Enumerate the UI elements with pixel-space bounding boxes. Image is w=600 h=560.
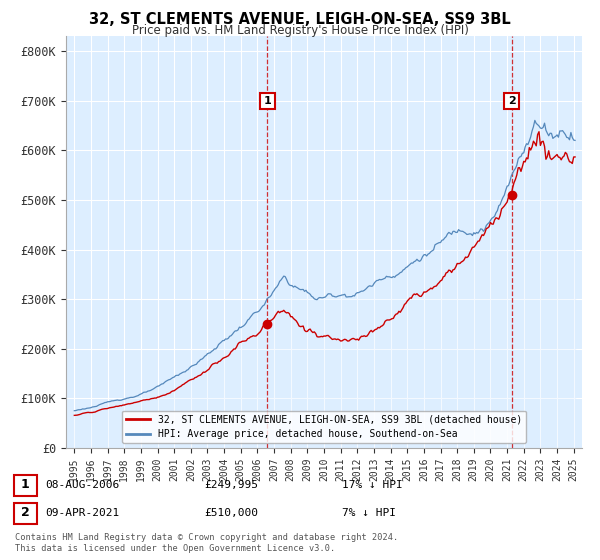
Text: 2: 2 [508,96,515,106]
Text: 1: 1 [21,478,29,492]
Text: 17% ↓ HPI: 17% ↓ HPI [342,480,403,490]
Text: 08-AUG-2006: 08-AUG-2006 [45,480,119,490]
Text: 09-APR-2021: 09-APR-2021 [45,508,119,518]
Text: 32, ST CLEMENTS AVENUE, LEIGH-ON-SEA, SS9 3BL: 32, ST CLEMENTS AVENUE, LEIGH-ON-SEA, SS… [89,12,511,27]
Legend: 32, ST CLEMENTS AVENUE, LEIGH-ON-SEA, SS9 3BL (detached house), HPI: Average pri: 32, ST CLEMENTS AVENUE, LEIGH-ON-SEA, SS… [122,410,526,443]
Text: £249,995: £249,995 [204,480,258,490]
Text: Contains HM Land Registry data © Crown copyright and database right 2024.
This d: Contains HM Land Registry data © Crown c… [15,534,398,553]
Text: Price paid vs. HM Land Registry's House Price Index (HPI): Price paid vs. HM Land Registry's House … [131,24,469,36]
Text: 1: 1 [263,96,271,106]
Text: 7% ↓ HPI: 7% ↓ HPI [342,508,396,518]
Text: £510,000: £510,000 [204,508,258,518]
Text: 2: 2 [21,506,29,520]
